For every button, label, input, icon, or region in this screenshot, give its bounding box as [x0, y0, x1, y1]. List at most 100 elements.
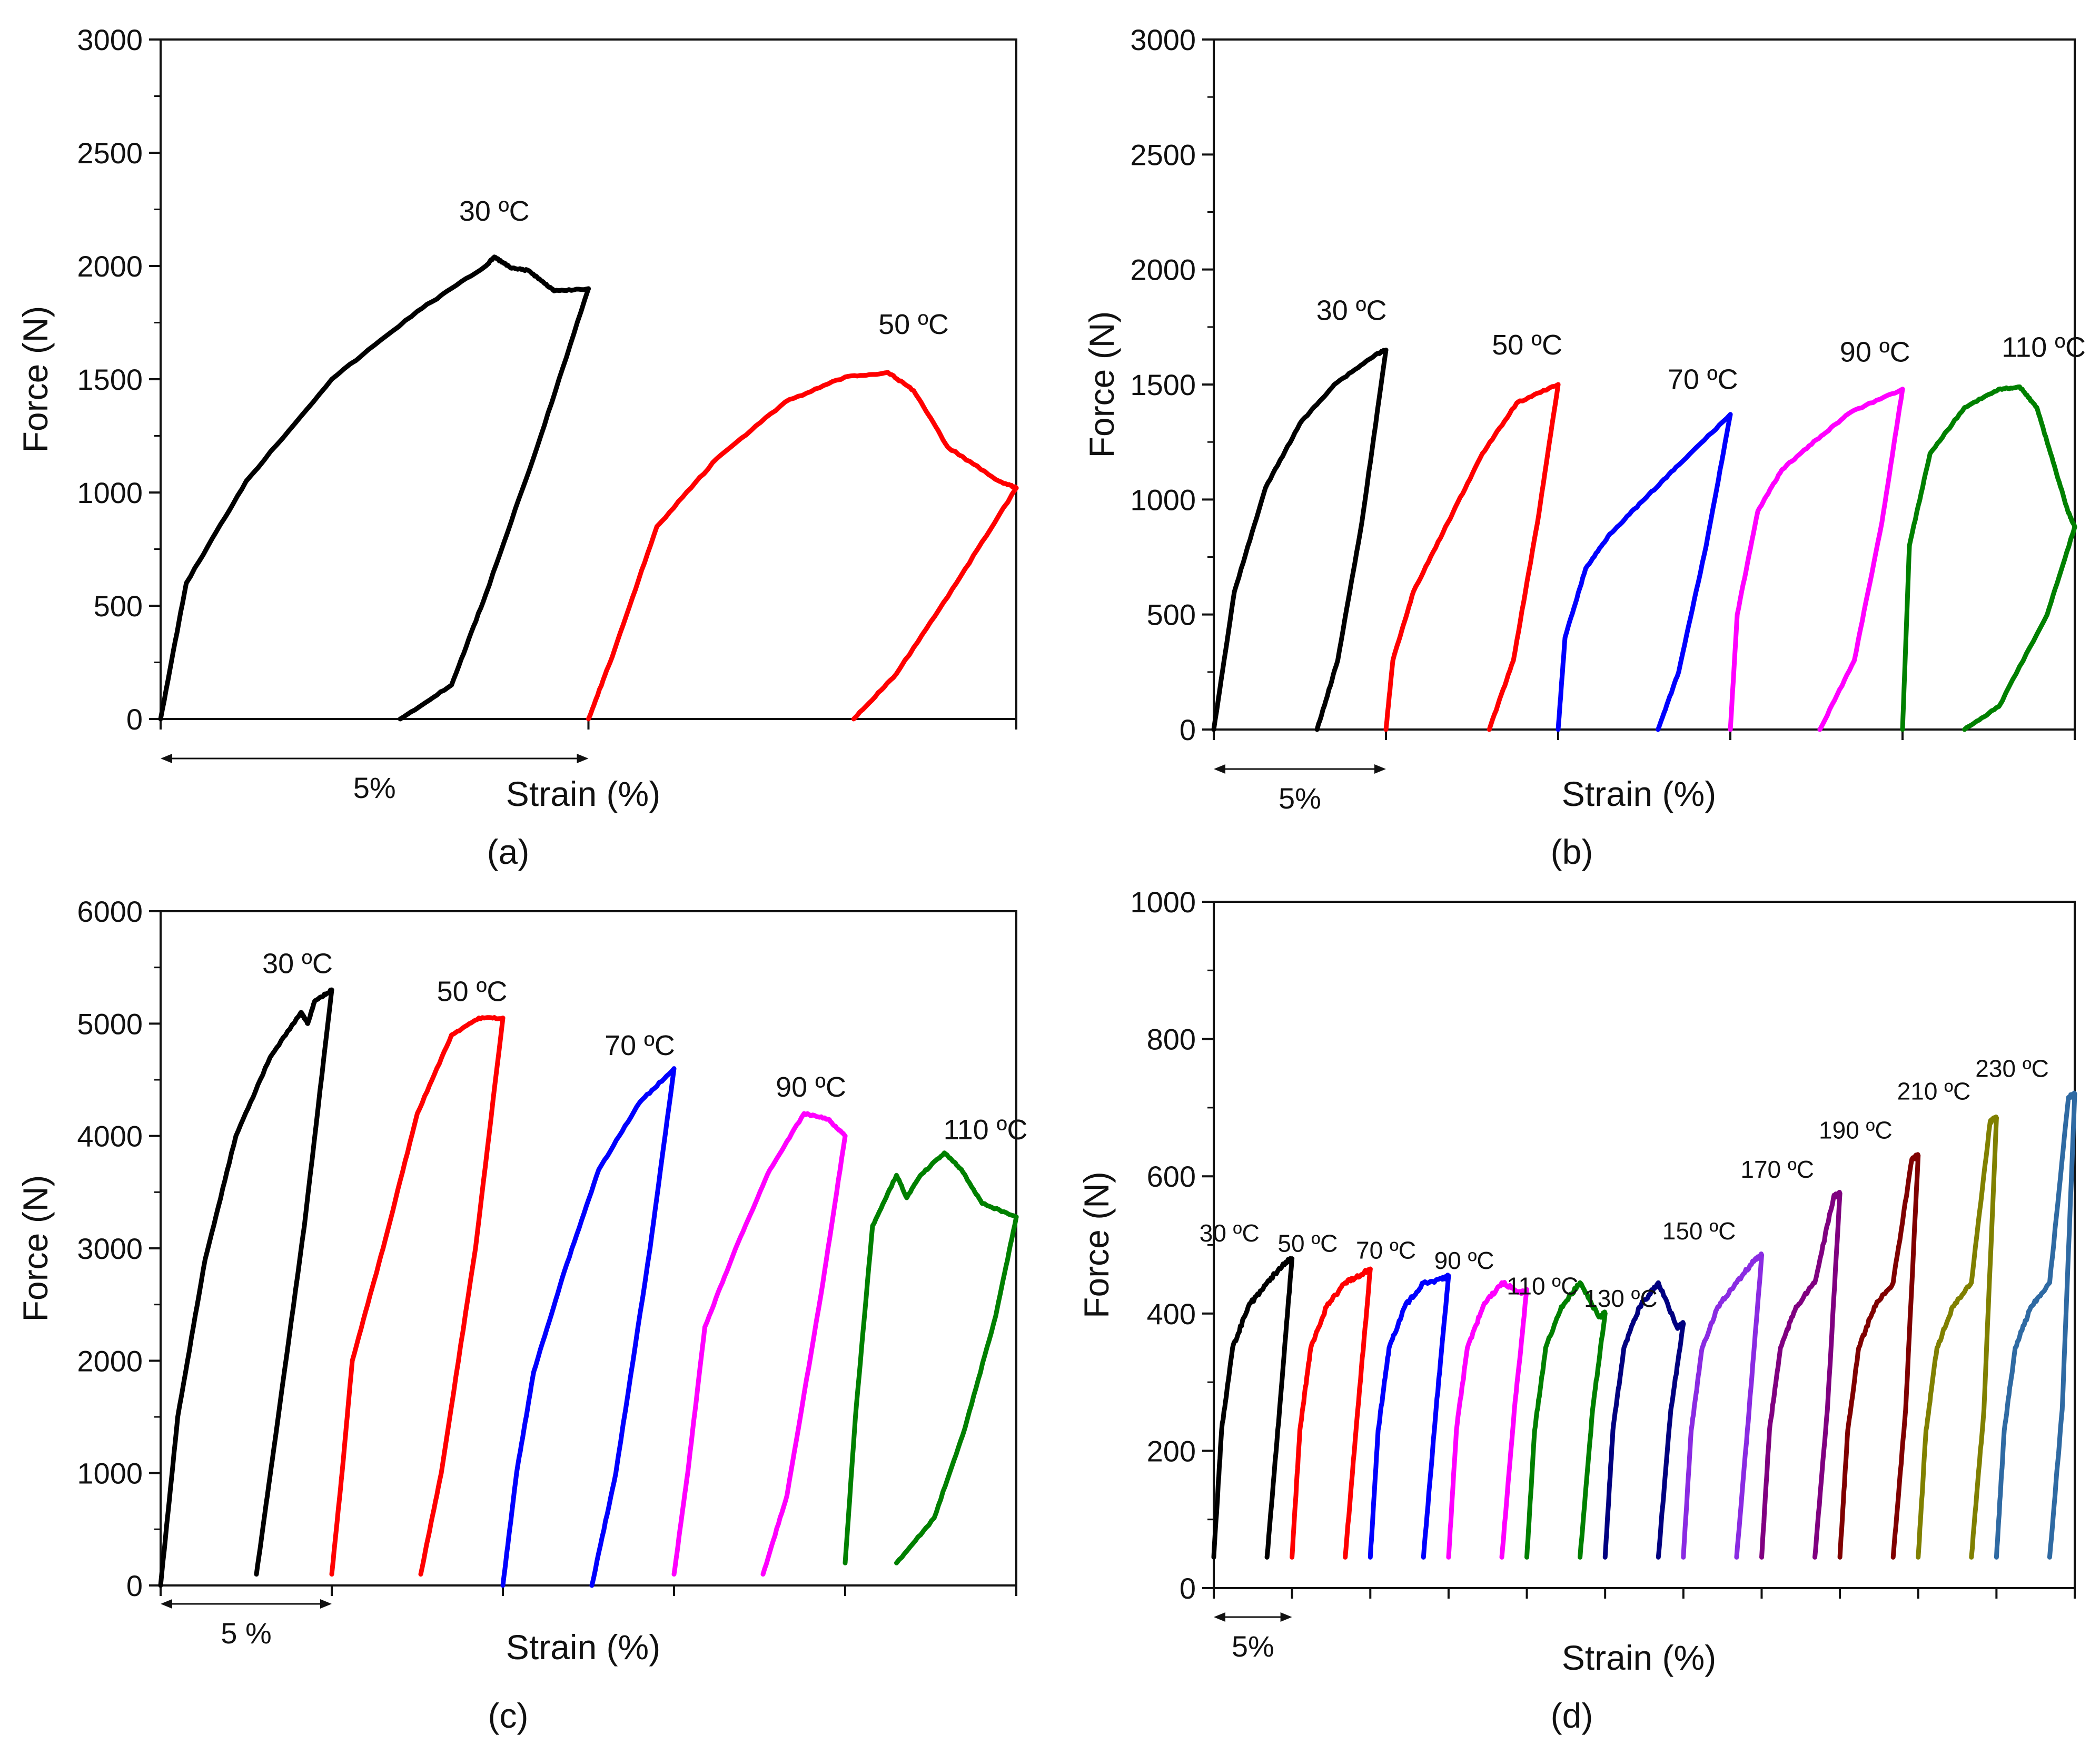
- y-tick-label: 200: [1147, 1434, 1196, 1467]
- series-loading-curve: [1681, 1252, 1764, 1560]
- series-unloading-curve: [1314, 348, 1389, 732]
- series-loading-curve: [1524, 1280, 1608, 1560]
- series-unloading-curve: [894, 1214, 1019, 1565]
- y-tick-label: 1000: [77, 1457, 143, 1490]
- series-loading-curve: [1900, 384, 2077, 732]
- scale-bar-arrow-right: [1374, 764, 1386, 774]
- series-loading-curve: [1728, 387, 1905, 732]
- y-axis-label: Force (N): [16, 306, 55, 453]
- series-label: 90 ºC: [1434, 1247, 1494, 1274]
- series-unloading-curve: [254, 987, 334, 1577]
- scale-bar-label: 5%: [1279, 782, 1321, 815]
- y-tick-label: 3000: [1130, 23, 1196, 56]
- series-label: 90 ºC: [1840, 336, 1910, 368]
- series-unloading-curve: [760, 1134, 848, 1577]
- y-tick-label: 5000: [77, 1007, 143, 1040]
- scale-bar-arrow-right: [577, 754, 589, 763]
- y-tick-label: 500: [1147, 598, 1196, 632]
- series-unloading-curve: [1817, 387, 1905, 732]
- panel-d-chart: 0 200 400 600 800 1000 Force (N) Strain (%) 5% 30…: [1077, 885, 2077, 1677]
- y-tick-label: 800: [1147, 1023, 1196, 1056]
- panel-label-a: (a): [487, 832, 530, 871]
- series-unloading-curve: [1421, 1273, 1451, 1560]
- series-unloading-curve: [851, 485, 1019, 722]
- series-label: 50 ºC: [1277, 1230, 1338, 1257]
- series-label: 170 ºC: [1740, 1156, 1814, 1183]
- series-loading-curve: [1837, 1152, 1921, 1560]
- series-unloading-curve: [1343, 1266, 1373, 1560]
- series-unloading-curve: [1734, 1253, 1764, 1560]
- scale-bar-label: 5 %: [221, 1617, 272, 1650]
- series-label: 230 ºC: [1975, 1055, 2049, 1082]
- y-tick-label: 0: [126, 703, 143, 736]
- series-unloading-curve: [418, 1016, 506, 1577]
- y-tick-label: 1500: [1130, 368, 1196, 401]
- panel-c-chart: 0 1000 2000 3000 4000 5000 6000 Force (N) Strain…: [16, 895, 1027, 1667]
- x-axis-label: Strain (%): [1562, 774, 1716, 813]
- y-tick-label: 0: [126, 1569, 143, 1602]
- series-loading-curve: [1211, 348, 1389, 732]
- series-unloading-curve: [1578, 1311, 1608, 1560]
- x-axis-label: Strain (%): [506, 1628, 660, 1667]
- x-axis-label: Strain (%): [1562, 1638, 1716, 1677]
- y-tick-label: 2000: [1130, 253, 1196, 287]
- series-label: 90 ºC: [776, 1071, 846, 1103]
- scale-bar-arrow-left: [1214, 764, 1225, 774]
- series-loading-curve: [1368, 1273, 1451, 1560]
- scale-bar-arrow-left: [161, 754, 172, 763]
- series-label: 210 ºC: [1897, 1077, 1971, 1105]
- plot-frame: [160, 38, 1017, 720]
- y-tick-label: 2500: [1130, 138, 1196, 171]
- scale-bar-arrow-left: [1214, 1612, 1225, 1622]
- y-axis-label: Force (N): [1082, 311, 1121, 458]
- series-label: 110 ºC: [2002, 332, 2086, 363]
- series-label: 150 ºC: [1662, 1217, 1736, 1245]
- series-loading-curve: [1383, 382, 1561, 732]
- plot-frame: [160, 910, 1017, 1587]
- series-label: 70 ºC: [605, 1030, 675, 1061]
- series-label: 110 ºC: [1507, 1272, 1578, 1299]
- series-unloading-curve: [1656, 412, 1733, 732]
- series-unloading-curve: [589, 1066, 677, 1588]
- series-loading-curve: [1916, 1114, 1999, 1560]
- series-unloading-curve: [1487, 382, 1561, 732]
- series-unloading-curve: [1962, 525, 2077, 732]
- series-loading-curve: [1211, 1256, 1295, 1560]
- y-tick-label: 1000: [1130, 483, 1196, 516]
- series-label: 50 ºC: [437, 976, 508, 1008]
- plot-frame: [1213, 901, 2076, 1589]
- series-unloading-curve: [1969, 1115, 1999, 1560]
- y-tick-label: 3000: [77, 23, 143, 56]
- series-label: 30 ºC: [459, 195, 530, 227]
- series-label: 30 ºC: [1200, 1219, 1260, 1247]
- series-unloading-curve: [1812, 1191, 1843, 1560]
- panel-label-b: (b): [1551, 832, 1593, 871]
- series-loading-curve: [329, 1015, 506, 1577]
- y-tick-label: 3000: [77, 1232, 143, 1265]
- y-tick-label: 1500: [77, 363, 143, 396]
- panel-b-chart: 0 500 1000 1500 2000 2500 3000 Force (N) Strain …: [1082, 23, 2086, 815]
- series-loading-curve: [500, 1066, 677, 1588]
- scale-bar-arrow-left: [161, 1599, 172, 1609]
- y-tick-label: 6000: [77, 895, 143, 928]
- scale-bar-arrow-right: [1280, 1612, 1292, 1622]
- panel-label-c: (c): [488, 1696, 529, 1735]
- series-label: 30 ºC: [262, 948, 333, 979]
- y-tick-label: 400: [1147, 1297, 1196, 1331]
- series-loading-curve: [586, 370, 1019, 722]
- series-loading-curve: [1290, 1266, 1373, 1560]
- y-tick-label: 2500: [77, 136, 143, 170]
- y-tick-label: 2000: [77, 1344, 143, 1377]
- series-loading-curve: [1446, 1280, 1529, 1560]
- series-label: 70 ºC: [1668, 364, 1738, 396]
- y-tick-label: 4000: [77, 1120, 143, 1153]
- series-loading-curve: [671, 1111, 848, 1577]
- series-loading-curve: [158, 987, 334, 1588]
- y-tick-label: 2000: [77, 250, 143, 283]
- y-tick-label: 1000: [77, 476, 143, 509]
- series-unloading-curve: [1656, 1321, 1686, 1560]
- x-axis-label: Strain (%): [506, 774, 660, 813]
- series-unloading-curve: [1264, 1256, 1295, 1560]
- scale-bar-arrow-right: [320, 1599, 332, 1609]
- y-tick-label: 500: [94, 589, 143, 623]
